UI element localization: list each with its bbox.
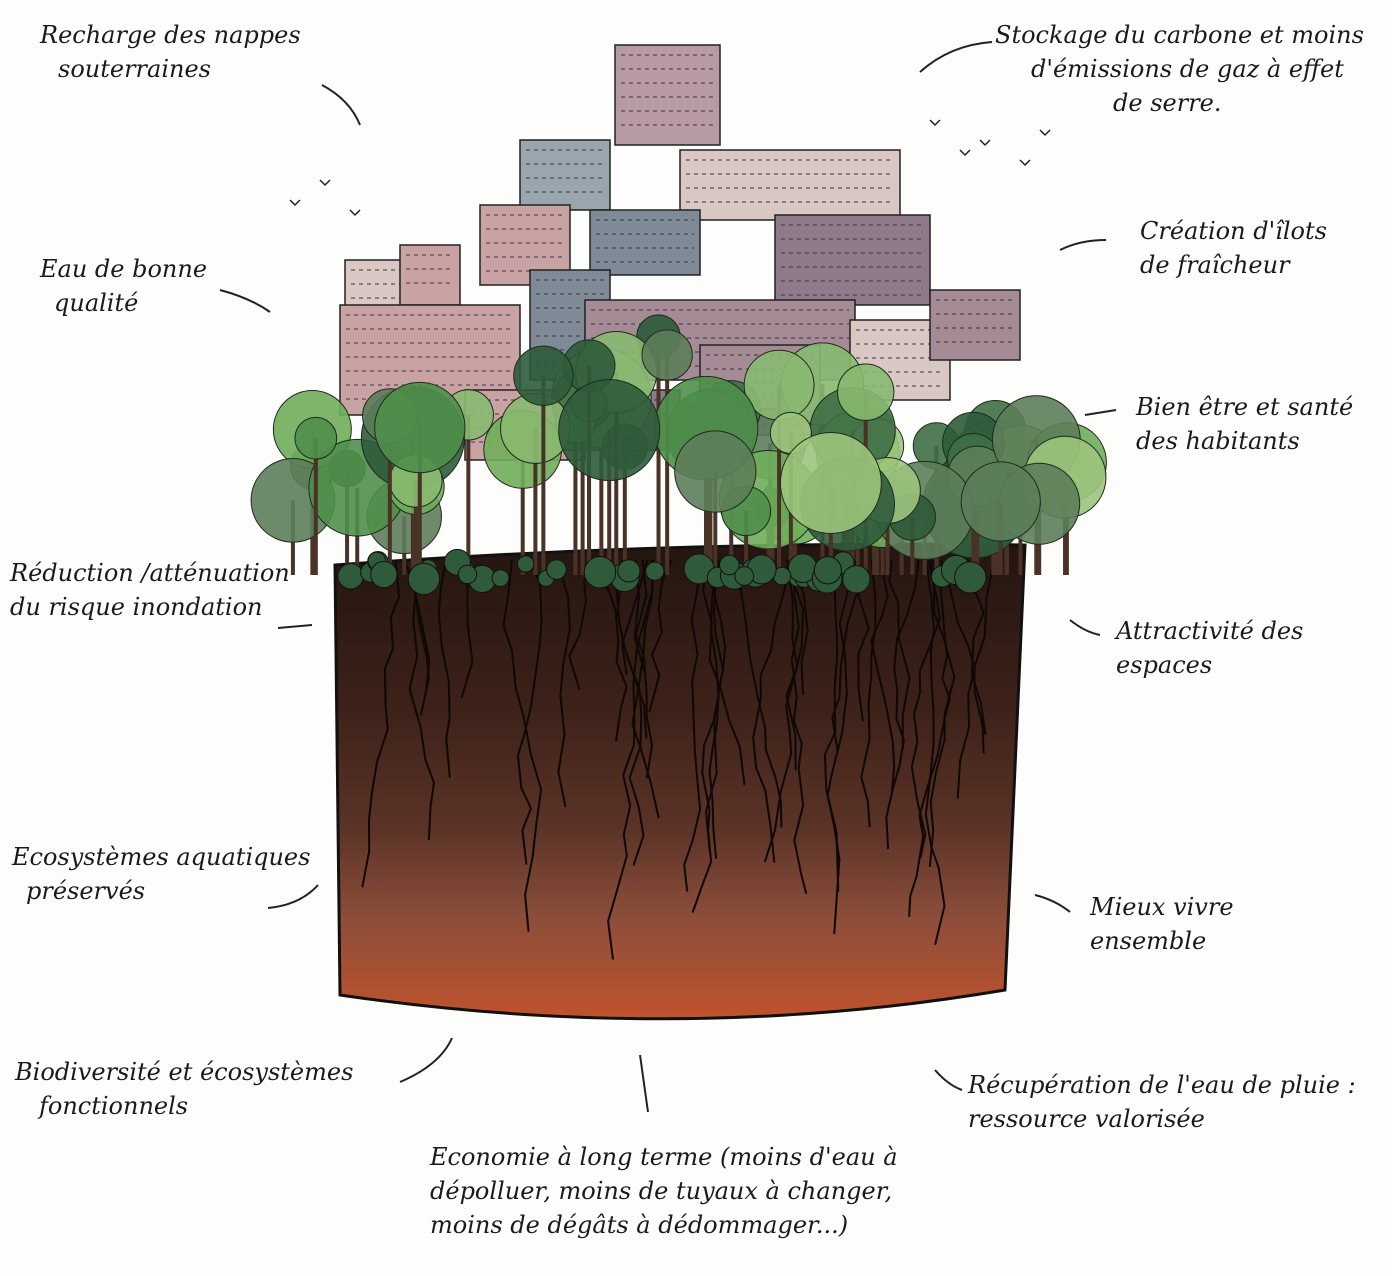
shrub [338, 564, 363, 589]
building [615, 45, 720, 145]
building [400, 245, 460, 305]
tree-crown [838, 364, 894, 420]
shrub [955, 562, 986, 593]
tree-crown [642, 330, 692, 380]
bird [980, 140, 990, 145]
shrub [735, 567, 754, 586]
bird [350, 210, 360, 215]
shrub [843, 566, 870, 593]
shrub [584, 557, 615, 588]
shrub [814, 557, 841, 584]
tree-crown [780, 433, 881, 534]
shrub [408, 563, 439, 594]
tree-crown [375, 382, 465, 472]
shrub [458, 565, 476, 583]
illustration-page: Recharge des nappessouterraines Stockage… [0, 0, 1392, 1276]
shrub [547, 560, 567, 580]
shrub [517, 556, 533, 572]
bird [1020, 160, 1030, 165]
tree-crown [961, 462, 1040, 541]
tree-crown [514, 346, 573, 405]
tree-crown [559, 379, 660, 480]
shrub [646, 562, 664, 580]
shrub [618, 560, 640, 582]
bird [930, 120, 940, 125]
bird [960, 150, 970, 155]
bird [290, 200, 300, 205]
building [930, 290, 1020, 360]
label: Récupération de l'eau de pluie :ressourc… [968, 1068, 1356, 1136]
tree-crown [295, 417, 337, 459]
shrub [371, 561, 397, 587]
bird [1040, 130, 1050, 135]
building [520, 140, 610, 210]
bird [320, 180, 330, 185]
shrub [492, 570, 509, 587]
building [775, 215, 930, 305]
tree-crown [675, 431, 756, 512]
